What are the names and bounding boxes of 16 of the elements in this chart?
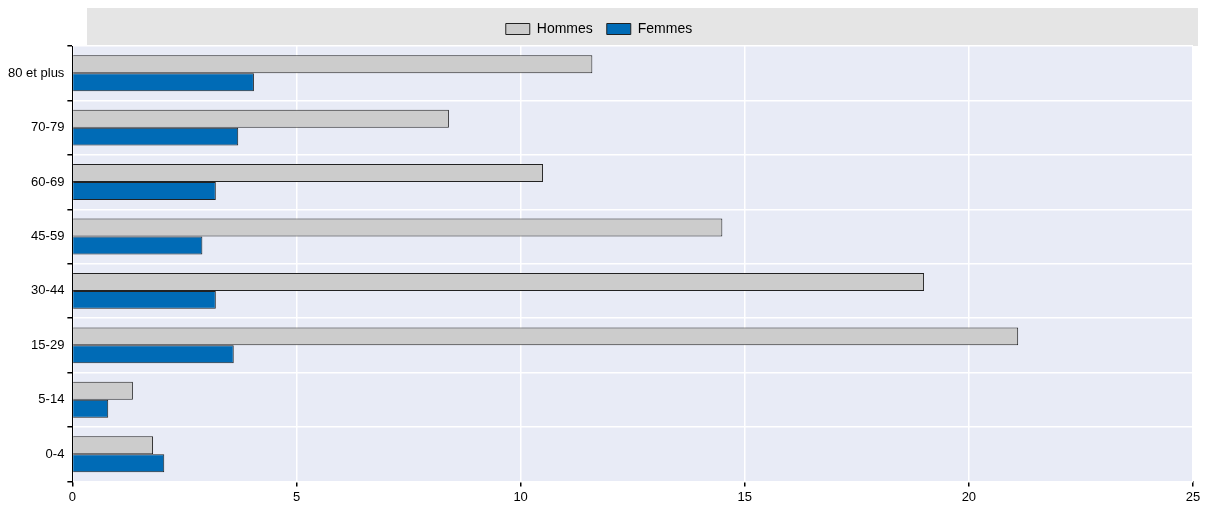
x-tick-label: 20 bbox=[961, 488, 977, 504]
y-tick-label: 30-44 bbox=[31, 282, 65, 298]
y-tick-label: 70-79 bbox=[31, 119, 65, 135]
y-tick-label: 5-14 bbox=[38, 391, 65, 407]
y-tick-label: 15-29 bbox=[31, 336, 65, 352]
x-tick-label: 25 bbox=[1185, 488, 1201, 504]
legend-label: Hommes bbox=[536, 19, 593, 36]
y-tick-label: 80 et plus bbox=[8, 64, 65, 80]
y-tick-label: 60-69 bbox=[31, 173, 65, 189]
x-tick-label: 0 bbox=[68, 488, 76, 504]
y-tick-label: 0-4 bbox=[45, 445, 65, 461]
x-tick-label: 15 bbox=[737, 488, 752, 504]
x-tick-label: 10 bbox=[513, 488, 528, 504]
y-tick-label: 45-59 bbox=[31, 228, 65, 244]
legend-label: Femmes bbox=[637, 19, 693, 36]
x-tick-label: 5 bbox=[292, 488, 301, 504]
